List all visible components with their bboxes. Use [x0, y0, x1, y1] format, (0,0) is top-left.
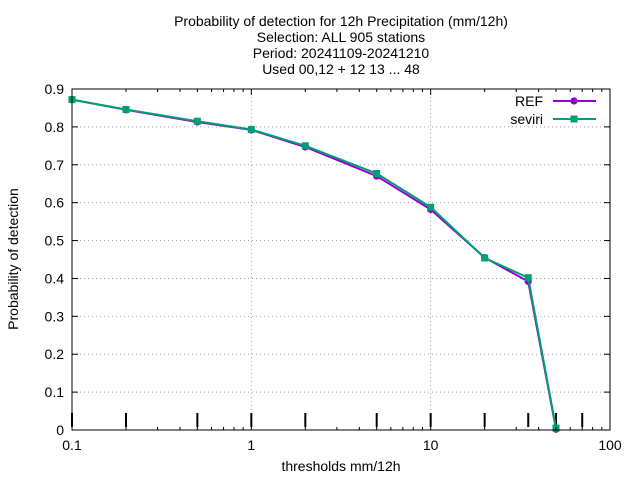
legend: REF seviri	[510, 93, 596, 127]
data-point	[193, 117, 201, 125]
y-tick-label: 0.9	[45, 81, 65, 97]
title-line-3: Period: 20241109-20241210	[253, 45, 430, 61]
legend-marker	[570, 115, 578, 123]
plot-frame	[71, 88, 611, 431]
legend-label: REF	[515, 93, 543, 109]
data-point	[122, 105, 130, 113]
y-tick-label: 0.6	[45, 195, 65, 211]
x-tick-label: 0.1	[62, 437, 82, 453]
title-line-2: Selection: ALL 905 stations	[257, 29, 425, 45]
series-ref	[68, 96, 560, 433]
x-tick-label: 1	[247, 437, 255, 453]
series-seviri	[68, 96, 560, 432]
y-tick-label: 0.5	[45, 233, 65, 249]
chart-title: Probability of detection for 12h Precipi…	[174, 13, 508, 77]
x-tick-label: 10	[423, 437, 439, 453]
data-point	[524, 274, 532, 282]
legend-marker	[570, 97, 578, 105]
y-tick-label: 0.7	[45, 157, 65, 173]
y-tick-label: 0.1	[45, 384, 65, 400]
legend-label: seviri	[510, 111, 543, 127]
series-line	[71, 98, 557, 429]
data-point	[427, 203, 435, 211]
data-point	[373, 169, 381, 177]
title-line-4: Used 00,12 + 12 13 ... 48	[262, 61, 420, 77]
y-tick-label: 0.4	[45, 270, 65, 286]
x-axis-label: thresholds mm/12h	[281, 458, 400, 474]
x-tick-label: 100	[598, 437, 622, 453]
data-point	[301, 142, 309, 150]
series-group	[68, 96, 560, 433]
y-tick-label: 0.3	[45, 308, 65, 324]
y-tick-label: 0.8	[45, 119, 65, 135]
grid	[72, 89, 610, 430]
y-axis-label: Probability of detection	[5, 188, 21, 330]
threshold-markers	[71, 413, 584, 427]
data-point	[481, 254, 489, 262]
x-axis: 0.1 1 10 100	[62, 89, 622, 453]
y-tick-label: 0.2	[45, 346, 65, 362]
y-tick-label: 0	[56, 422, 64, 438]
title-line-1: Probability of detection for 12h Precipi…	[174, 13, 508, 29]
data-point	[247, 126, 255, 134]
y-axis: 0 0.1 0.2 0.3 0.4 0.5 0.6 0.7 0.8 0.9	[45, 81, 610, 438]
